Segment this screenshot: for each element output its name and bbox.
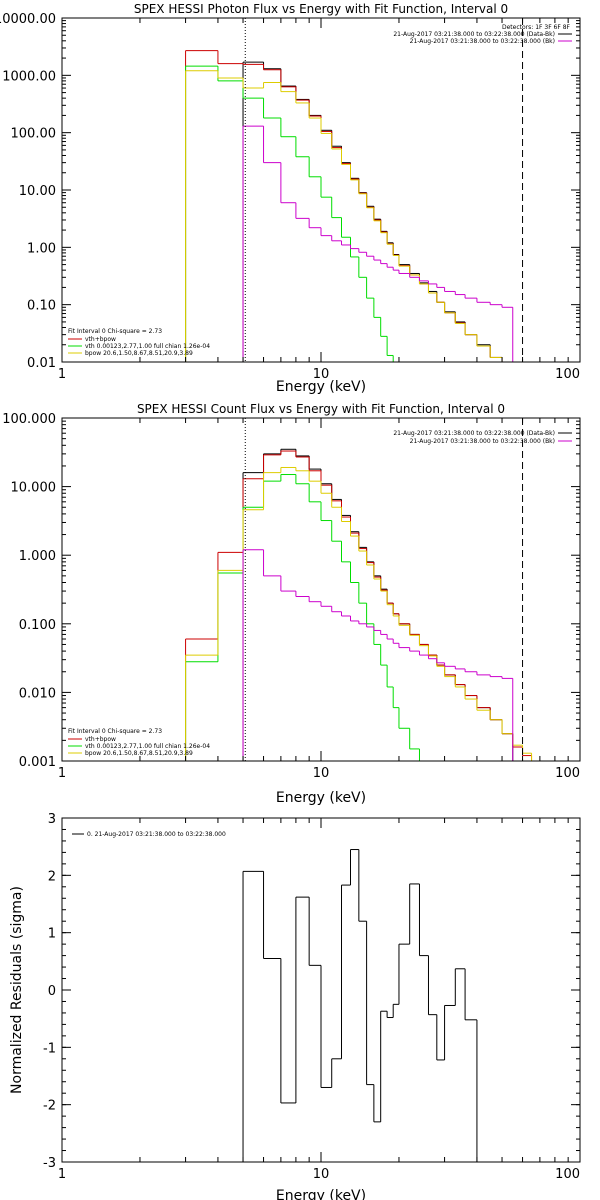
resid-y-tick-label: 0: [48, 984, 56, 999]
count-chart-title: SPEX HESSI Count Flux vs Energy with Fit…: [137, 402, 505, 416]
photon-legend-left: Fit Interval 0 Chi-square = 2.73 vth+bpo…: [68, 328, 210, 357]
photon-series-bpow: [185, 70, 532, 363]
photon-x-ticks: 1 10 100: [58, 18, 581, 382]
photon-legend-bpow-label: bpow 20.6,1.50,8.67,8.51,20.9,3.89: [85, 350, 193, 357]
count-legend-fit-title: Fit Interval 0 Chi-square = 2.73: [68, 728, 162, 735]
resid-x-tick-label: 10: [313, 1167, 330, 1182]
photon-legend-vth-label: vth 0.00123,2.77,1.00 full chian 1.26e-0…: [85, 343, 210, 350]
photon-vlines: [244, 18, 524, 362]
photon-y-tick-label: 1000.00: [2, 69, 56, 84]
photon-y-tick-label: 1.00: [27, 241, 56, 256]
photon-series-bk: [242, 125, 514, 362]
count-x-tick-label: 10: [313, 766, 330, 781]
count-legend-left: Fit Interval 0 Chi-square = 2.73 vth+bpo…: [68, 728, 210, 757]
photon-x-axis-label: Energy (keV): [276, 379, 366, 395]
resid-x-axis-label: Energy (keV): [276, 1188, 366, 1200]
resid-legend-label: 0. 21-Aug-2017 03:21:38.000 to 03:22:38.…: [87, 831, 226, 838]
photon-legend-total-label: vth+bpow: [85, 336, 116, 343]
photon-series-group: [185, 50, 532, 363]
count-y-tick-label: 100.000: [2, 412, 56, 427]
photon-series-vth: [185, 65, 399, 363]
photon-legend-right: Detectors: 1F 3F 6F 8F 21-Aug-2017 03:21…: [393, 24, 572, 45]
count-x-tick-label: 1: [58, 766, 66, 781]
count-x-ticks: 1 10 100: [58, 418, 581, 781]
count-vlines: [244, 418, 524, 761]
resid-y-tick-label: 2: [48, 869, 56, 884]
photon-legend-data-label: 21-Aug-2017 03:21:38.000 to 03:22:38.000…: [393, 31, 555, 38]
photon-y-tick-label: 100.00: [11, 127, 57, 142]
photon-y-tick-label: 0.01: [27, 356, 56, 371]
count-legend-vth-label: vth 0.00123,2.77,1.00 full chian 1.26e-0…: [85, 743, 210, 750]
count-series-bpow: [185, 466, 540, 762]
photon-y-ticks: 0.01 0.10 1.00 10.00 100.00 1000.00 10000.00: [0, 12, 580, 371]
photon-legend-fit-title: Fit Interval 0 Chi-square = 2.73: [68, 328, 162, 335]
resid-y-tick-label: -3: [43, 1156, 56, 1171]
photon-series-total: [185, 50, 513, 363]
count-y-tick-label: 10.000: [11, 481, 57, 496]
resid-x-tick-label: 100: [555, 1167, 580, 1182]
count-y-tick-label: 0.100: [19, 618, 56, 633]
photon-x-tick-label: 100: [555, 367, 580, 382]
count-legend-total-label: vth+bpow: [85, 736, 116, 743]
photon-legend-detectors: Detectors: 1F 3F 6F 8F: [502, 24, 571, 31]
count-y-tick-label: 0.001: [19, 755, 56, 770]
count-y-tick-label: 1.000: [19, 549, 56, 564]
count-x-axis-label: Energy (keV): [276, 790, 366, 806]
count-series-bk: [242, 549, 514, 761]
resid-series-resid: [242, 849, 478, 1162]
count-legend-right: 21-Aug-2017 03:21:38.000 to 03:22:38.000…: [393, 430, 572, 445]
photon-chart-title: SPEX HESSI Photon Flux vs Energy with Fi…: [134, 2, 508, 16]
count-legend-data-label: 21-Aug-2017 03:21:38.000 to 03:22:38.000…: [393, 430, 555, 437]
photon-x-tick-label: 10: [313, 367, 330, 382]
residuals-panel: -3 -2 -1 0 1 2 3 1 10 100 Energy (keV) Normalize…: [9, 812, 581, 1200]
photon-legend-bk-label: 21-Aug-2017 03:21:38.000 to 03:22:38.000…: [410, 38, 555, 45]
photon-y-tick-label: 0.10: [27, 299, 56, 314]
count-series-group: [185, 448, 540, 762]
count-y-tick-label: 0.010: [19, 686, 56, 701]
count-y-ticks: 0.001 0.010 0.100 1.000 10.000 100.000: [2, 412, 580, 770]
photon-x-tick-label: 1: [58, 367, 66, 382]
count-x-tick-label: 100: [555, 766, 580, 781]
count-series-data: [242, 448, 514, 761]
resid-x-tick-label: 1: [58, 1167, 66, 1182]
count-flux-panel: SPEX HESSI Count Flux vs Energy with Fit…: [2, 402, 581, 806]
photon-y-tick-label: 10.00: [19, 184, 56, 199]
photon-y-tick-label: 10000.00: [0, 12, 56, 27]
count-legend-bpow-label: bpow 20.6,1.50,8.67,8.51,20.9,3.89: [85, 750, 193, 757]
resid-series-group: [242, 849, 478, 1162]
resid-x-ticks: 1 10 100: [58, 818, 581, 1182]
resid-y-tick-label: 3: [48, 812, 56, 827]
photon-series-data: [242, 61, 503, 362]
resid-y-tick-label: 1: [48, 927, 56, 942]
count-series-total: [185, 450, 540, 762]
count-series-vth: [185, 474, 420, 761]
photon-flux-panel: SPEX HESSI Photon Flux vs Energy with Fi…: [0, 2, 581, 395]
count-legend-bk-label: 21-Aug-2017 03:21:38.000 to 03:22:38.000…: [410, 438, 555, 445]
resid-y-tick-label: -1: [43, 1041, 56, 1056]
resid-y-axis-label: Normalized Residuals (sigma): [9, 886, 25, 1094]
resid-y-ticks: -3 -2 -1 0 1 2 3: [43, 812, 580, 1171]
resid-legend: 0. 21-Aug-2017 03:21:38.000 to 03:22:38.…: [72, 831, 226, 838]
resid-y-tick-label: -2: [43, 1099, 56, 1114]
